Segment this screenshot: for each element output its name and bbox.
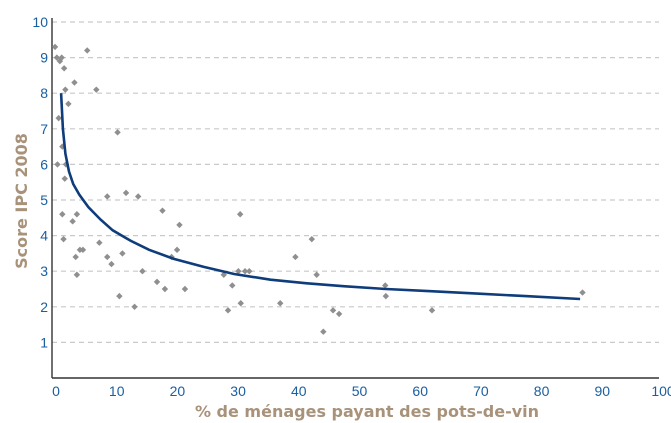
data-point — [161, 285, 169, 293]
data-point — [382, 282, 389, 289]
data-point — [224, 307, 232, 314]
axes — [51, 18, 659, 379]
data-point — [122, 189, 130, 197]
data-point — [329, 307, 337, 314]
data-point — [229, 282, 236, 289]
data-point — [65, 100, 72, 108]
x-tick-label: 100 — [651, 383, 671, 399]
data-point — [53, 54, 61, 61]
data-point — [241, 268, 249, 275]
data-point — [139, 268, 146, 275]
x-tick-label: 30 — [230, 383, 246, 399]
data-point — [73, 211, 81, 218]
data-point — [58, 54, 65, 61]
x-tick-label: 10 — [109, 383, 125, 399]
data-point — [236, 211, 244, 218]
x-tick-label: 40 — [291, 383, 307, 399]
data-point — [96, 239, 103, 246]
x-tick-label: 50 — [352, 383, 368, 399]
data-point — [237, 300, 244, 307]
data-point — [159, 207, 166, 214]
data-point — [79, 246, 87, 254]
data-point — [277, 300, 284, 307]
x-tick-label: 0 — [52, 383, 60, 399]
data-point — [131, 303, 138, 310]
data-point — [61, 175, 68, 182]
y-tick-label: 5 — [40, 192, 48, 208]
data-point — [84, 47, 91, 54]
data-point — [176, 221, 183, 229]
data-point — [71, 79, 78, 86]
data-point — [382, 292, 390, 300]
data-point — [73, 271, 81, 278]
data-point — [72, 253, 79, 261]
data-point — [51, 43, 59, 51]
x-tick-label: 20 — [170, 383, 186, 399]
y-tick-label: 7 — [40, 121, 48, 137]
data-point — [292, 253, 299, 261]
data-point — [69, 218, 76, 225]
y-tick-label: 9 — [40, 50, 48, 66]
y-tick-labels: 1 2 3 4 5 6 7 8 9 10 — [32, 14, 48, 350]
data-point — [313, 271, 320, 278]
y-tick-label: 8 — [40, 85, 48, 101]
data-point — [428, 307, 436, 314]
data-point — [114, 129, 121, 136]
y-tick-label: 3 — [40, 263, 48, 279]
x-axis-label: % de ménages payant des pots-de-vin — [195, 402, 539, 421]
data-point — [108, 260, 115, 268]
data-point — [62, 86, 69, 93]
data-point — [56, 57, 64, 65]
data-point — [153, 278, 161, 286]
y-tick-label: 2 — [40, 299, 48, 315]
x-tick-label: 80 — [534, 383, 550, 399]
x-tick-label: 90 — [595, 383, 611, 399]
data-point — [173, 246, 181, 254]
y-tick-label: 6 — [40, 156, 48, 172]
x-tick-labels: 0 10 20 30 40 50 60 70 80 90 100 — [52, 383, 671, 399]
data-point — [235, 268, 242, 275]
data-points — [51, 43, 586, 335]
data-point — [104, 253, 111, 261]
y-axis-label: Score IPC 2008 — [12, 133, 31, 269]
data-point — [59, 211, 66, 218]
data-point — [54, 161, 61, 168]
data-point — [320, 328, 327, 335]
data-point — [579, 289, 586, 296]
data-point — [134, 193, 142, 200]
y-tick-label: 4 — [40, 228, 48, 244]
data-point — [335, 310, 343, 318]
data-point — [246, 268, 253, 275]
trend-line — [59, 93, 581, 301]
data-point — [60, 65, 68, 72]
y-tick-label: 10 — [32, 14, 48, 30]
data-point — [93, 86, 100, 93]
data-point — [181, 285, 189, 293]
y-tick-label: 1 — [40, 334, 48, 350]
data-point — [119, 250, 126, 257]
x-tick-label: 70 — [473, 383, 489, 399]
data-point — [60, 235, 67, 243]
data-point — [308, 235, 315, 243]
data-point — [55, 114, 62, 122]
grid-lines — [52, 21, 659, 343]
data-point — [116, 292, 123, 300]
x-tick-label: 60 — [412, 383, 428, 399]
data-point — [104, 193, 111, 200]
